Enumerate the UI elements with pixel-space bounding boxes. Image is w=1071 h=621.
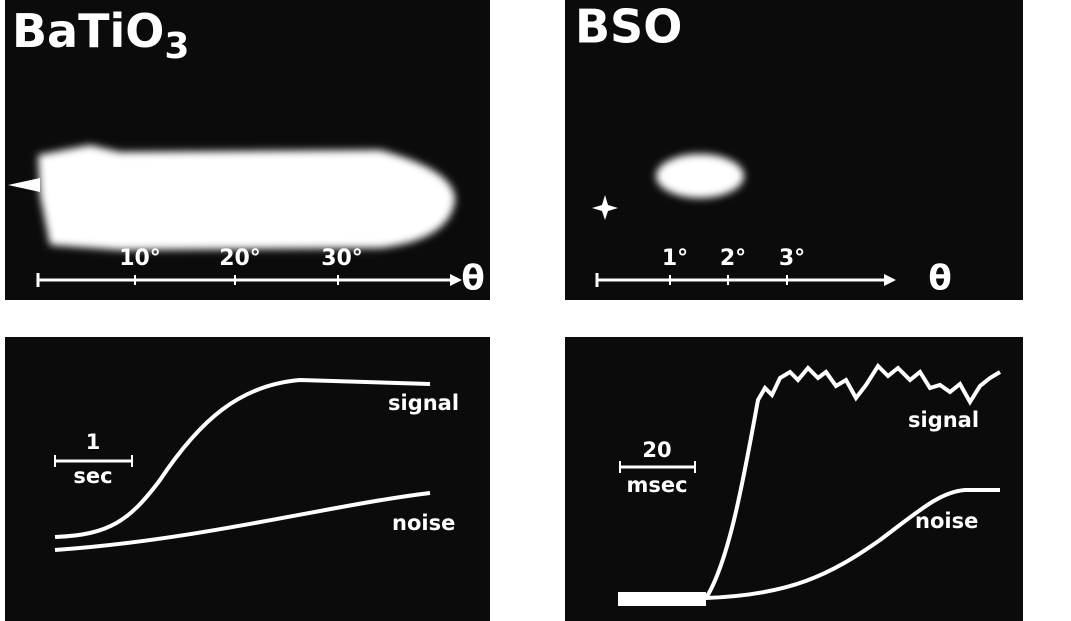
curve-label: noise — [915, 509, 978, 533]
beam-tip — [8, 178, 40, 192]
title-subscript: 3 — [164, 26, 189, 67]
curve-label: signal — [388, 391, 459, 415]
scale-value: 20 — [642, 438, 671, 462]
beam-spot — [656, 154, 744, 198]
panel-bso-trace — [565, 337, 1023, 621]
beam-star — [592, 195, 618, 220]
baseline — [618, 592, 706, 606]
axis-symbol: θ — [928, 259, 951, 299]
axis-symbol: θ — [461, 259, 484, 299]
panel-title: BSO — [575, 0, 682, 54]
panel-title: BaTiO3 — [12, 4, 189, 68]
tick-label: 30° — [321, 246, 363, 271]
noise-trace — [705, 488, 1000, 600]
panel-bso-beam — [565, 0, 1023, 300]
beam-fan — [38, 145, 455, 250]
scale-unit: sec — [73, 464, 112, 488]
curve-label: noise — [392, 511, 455, 535]
title-text: BaTiO — [12, 4, 164, 58]
axis-arrow — [884, 274, 896, 286]
scale-unit: msec — [626, 473, 687, 497]
signal-trace — [704, 362, 1002, 600]
scale-value: 1 — [86, 430, 101, 454]
tick-label: 1° — [662, 246, 688, 271]
axis-arrow — [450, 274, 462, 286]
signal-trace — [54, 377, 431, 539]
tick-label: 10° — [119, 246, 161, 271]
tick-label: 3° — [779, 246, 805, 271]
tick-label: 2° — [720, 246, 746, 271]
curve-label: signal — [908, 408, 979, 432]
tick-label: 20° — [219, 246, 261, 271]
noise-trace — [54, 491, 431, 552]
